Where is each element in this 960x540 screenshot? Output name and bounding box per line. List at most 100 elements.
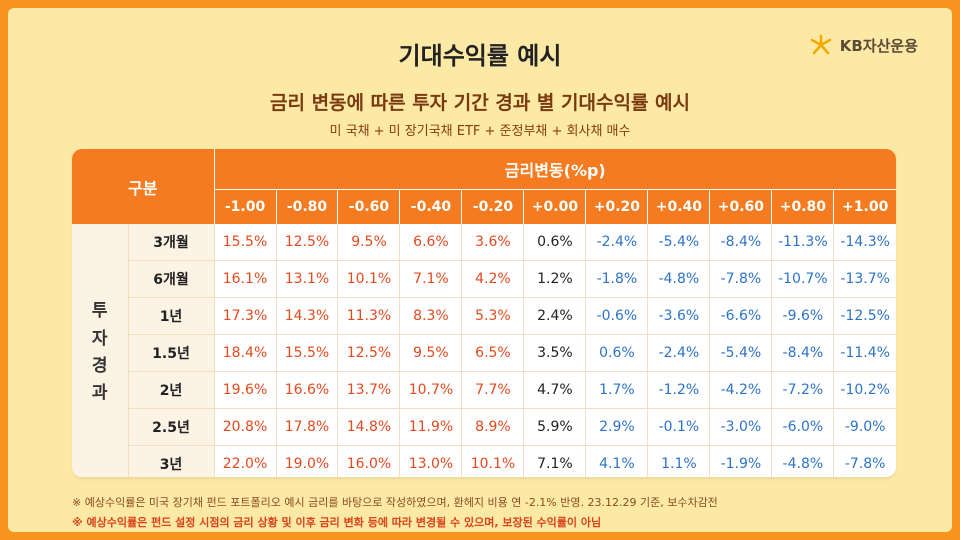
table-row: 1.5년 18.4% 15.5% 12.5% 9.5% 6.5% 3.5% 0.6% -2.4%… [72,334,896,372]
return-cell: 9.5% [399,334,462,372]
kb-star-icon [810,34,832,55]
rate-change-column: +0.00 [523,189,586,224]
table-row: 투 자 경 과 3개월 15.5% 12.5% 9.5% 6.6% 3.6% 0.6% -2.4% -5… [72,224,896,477]
expected-return-table: 구분 금리변동(%p) -1.00 -0.80 -0.60 -0.40 -0.20 +0.… [72,149,896,477]
table-row: 6개월 16.1% 13.1% 10.1% 7.1% 4.2% 1.2% -1.8% -4.8%… [72,260,896,298]
return-cell: 16.1% [213,260,276,298]
return-cell: 7.1% [523,445,586,477]
kb-logo: KB자산운용 [808,34,918,56]
return-cell: 13.0% [399,445,462,477]
return-cell: 5.3% [461,297,524,335]
return-cell: 11.9% [399,408,462,446]
return-cell: 6.6% [399,224,462,261]
period-label: 1.5년 [127,334,215,372]
return-cell: 7.7% [461,371,524,409]
page-subtitle: 금리 변동에 따른 투자 기간 경과 별 기대수익률 예시 [270,92,690,114]
return-cell: -1.2% [647,371,710,409]
return-cell: 3.6% [461,224,524,261]
return-cell: 10.7% [399,371,462,409]
return-cell: -13.7% [833,260,896,298]
footnote-disclaimer: ※ 예상수익률은 펀드 설정 시점의 금리 상황 및 이후 금리 변화 등에 따… [72,516,602,529]
rate-change-column: +0.40 [647,189,710,224]
return-cell: -8.4% [709,224,772,261]
return-cell: 7.1% [399,260,462,298]
return-cell: -4.2% [709,371,772,409]
return-cell: 13.1% [275,260,338,298]
return-cell: 6.5% [461,334,524,372]
return-cell: 4.1% [585,445,648,477]
rate-change-header: 금리변동(%p) [214,149,896,190]
return-cell: -11.3% [771,224,834,261]
return-cell: 19.6% [213,371,276,409]
return-cell: -11.4% [833,334,896,372]
return-cell: 12.5% [337,334,400,372]
portfolio-description: 미 국채 + 미 장기국채 ETF + 준정부채 + 회사채 매수 [329,124,631,139]
rate-change-column: +0.80 [771,189,834,224]
rate-change-column: +0.20 [585,189,648,224]
return-cell: 15.5% [275,334,338,372]
rate-change-columns: -1.00 -0.80 -0.60 -0.40 -0.20 +0.00 +0.20 +0.40… [72,189,896,224]
return-cell: 14.8% [337,408,400,446]
return-cell: -9.6% [771,297,834,335]
return-cell: 2.9% [585,408,648,446]
return-cell: 1.1% [647,445,710,477]
return-cell: 17.3% [213,297,276,335]
table-row: 3년 22.0% 19.0% 16.0% 13.0% 10.1% 7.1% 4.1% 1.1% -… [72,445,896,477]
return-cell: 5.9% [523,408,586,446]
return-cell: 16.6% [275,371,338,409]
return-cell: -0.1% [647,408,710,446]
vertical-label-char: 투 [91,301,108,322]
return-cell: -6.6% [709,297,772,335]
period-label: 3개월 [127,224,215,261]
logo-text: KB자산운용 [839,36,918,55]
return-cell: 18.4% [213,334,276,372]
return-cell: -2.4% [647,334,710,372]
slide-card: KB자산운용 기대수익률 예시 금리 변동에 따른 투자 기간 경과 별 기대수… [8,8,952,532]
return-cell: 1.2% [523,260,586,298]
rate-change-column: -0.20 [461,189,524,224]
return-cell: -3.6% [647,297,710,335]
rate-change-column: -0.40 [399,189,462,224]
rate-change-column: -0.80 [275,189,338,224]
return-cell: 20.8% [213,408,276,446]
return-cell: -10.2% [833,371,896,409]
rate-change-column: +0.60 [709,189,772,224]
return-cell: -5.4% [709,334,772,372]
return-cell: 19.0% [275,445,338,477]
table-row: 2.5년 20.8% 17.8% 14.8% 11.9% 8.9% 5.9% 2.9% -0.1… [72,408,896,446]
return-cell: -7.8% [833,445,896,477]
page-title: 기대수익률 예시 [398,42,562,70]
period-label: 2년 [127,371,215,409]
rate-change-column: -1.00 [214,189,276,224]
return-cell: -6.0% [771,408,834,446]
table-row: 2년 19.6% 16.6% 13.7% 10.7% 7.7% 4.7% 1.7% -1.2% -… [72,371,896,409]
return-cell: 2.4% [523,297,586,335]
return-cell: 11.3% [337,297,400,335]
footnotes: ※ 예상수익률은 미국 장기채 펀드 포트폴리오 예시 금리를 바탕으로 작성하… [72,494,718,534]
return-cell: -3.0% [709,408,772,446]
period-label: 1년 [127,297,215,335]
rate-change-column: -0.60 [337,189,400,224]
return-cell: 10.1% [461,445,524,477]
table-body: 투 자 경 과 3개월 15.5% 12.5% 9.5% 6.6% 3.6% 0.6% -2.4% -5… [72,224,896,477]
return-cell: 4.2% [461,260,524,298]
return-cell: 10.1% [337,260,400,298]
return-cell: -4.8% [647,260,710,298]
return-cell: 8.3% [399,297,462,335]
return-cell: 8.9% [461,408,524,446]
vertical-label-char: 과 [91,382,108,403]
return-cell: -7.8% [709,260,772,298]
return-cell: -5.4% [647,224,710,261]
return-cell: 17.8% [275,408,338,446]
return-cell: 14.3% [275,297,338,335]
return-cell: 12.5% [275,224,338,261]
corner-label: 구분 [72,149,215,224]
return-cell: 22.0% [213,445,276,477]
return-cell: 0.6% [585,334,648,372]
return-cell: -14.3% [833,224,896,261]
rate-change-column: +1.00 [833,189,896,224]
table-row: 1년 17.3% 14.3% 11.3% 8.3% 5.3% 2.4% -0.6% -3.6% -… [72,297,896,335]
return-cell: 0.6% [523,224,586,261]
footnote-basis: ※ 예상수익률은 미국 장기채 펀드 포트폴리오 예시 금리를 바탕으로 작성하… [72,496,718,509]
